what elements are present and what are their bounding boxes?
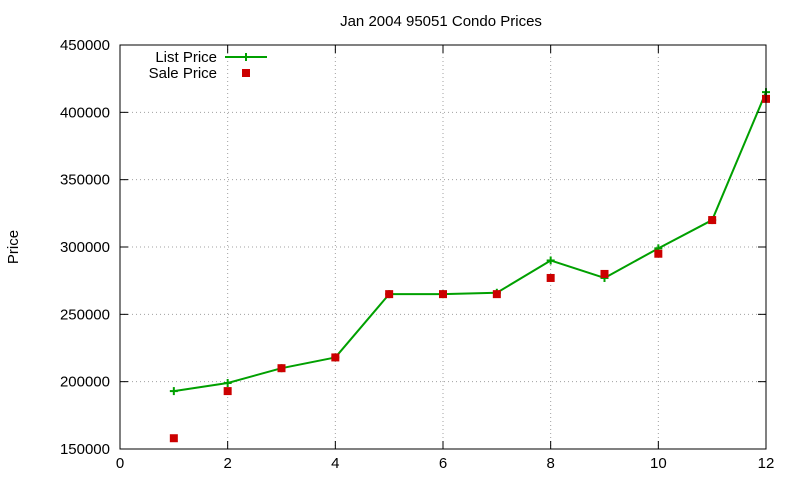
y-tick-label: 250000 — [60, 306, 110, 323]
legend-label: Sale Price — [149, 65, 217, 82]
x-tick-label: 2 — [223, 455, 231, 472]
y-tick-label: 200000 — [60, 374, 110, 391]
y-axis-label: Price — [5, 230, 22, 264]
sale-price-point — [708, 216, 717, 225]
tick-labels: 0 2 4 6 8 10 12 150000 200000 250000 300000 350000 4… — [60, 37, 774, 472]
series-line-list-price — [173, 91, 767, 393]
legend-label: List Price — [155, 49, 217, 66]
y-tick-label: 400000 — [60, 104, 110, 121]
y-tick-label: 300000 — [60, 239, 110, 256]
sale-price-point — [439, 290, 447, 299]
x-tick-label: 6 — [439, 455, 447, 472]
sale-price-point — [546, 273, 555, 282]
y-tick-label: 350000 — [60, 172, 110, 189]
sale-price-point — [385, 290, 394, 299]
series-layer — [169, 88, 770, 443]
x-tick-label: 4 — [331, 455, 339, 472]
sale-price-point — [654, 249, 663, 258]
sale-price-point — [277, 364, 286, 373]
tick-marks — [119, 44, 767, 450]
sale-price-point — [223, 387, 232, 396]
sale-price-point — [169, 434, 178, 443]
list-price-point — [546, 256, 555, 265]
list-price-point — [223, 379, 232, 388]
x-tick-label: 12 — [758, 455, 775, 472]
legend-plus-marker — [242, 53, 250, 61]
legend-square-marker — [242, 69, 250, 77]
sale-price-point — [492, 290, 501, 299]
y-tick-label: 450000 — [60, 37, 110, 54]
list-price-point — [169, 387, 178, 396]
x-tick-label: 0 — [116, 455, 124, 472]
sale-price-point — [600, 269, 609, 278]
chart-title: Jan 2004 95051 Condo Prices — [340, 13, 542, 30]
grid — [120, 45, 766, 449]
y-tick-label: 150000 — [60, 441, 110, 458]
sale-price-point — [331, 353, 340, 362]
x-tick-label: 8 — [546, 455, 554, 472]
x-tick-label: 10 — [650, 455, 667, 472]
